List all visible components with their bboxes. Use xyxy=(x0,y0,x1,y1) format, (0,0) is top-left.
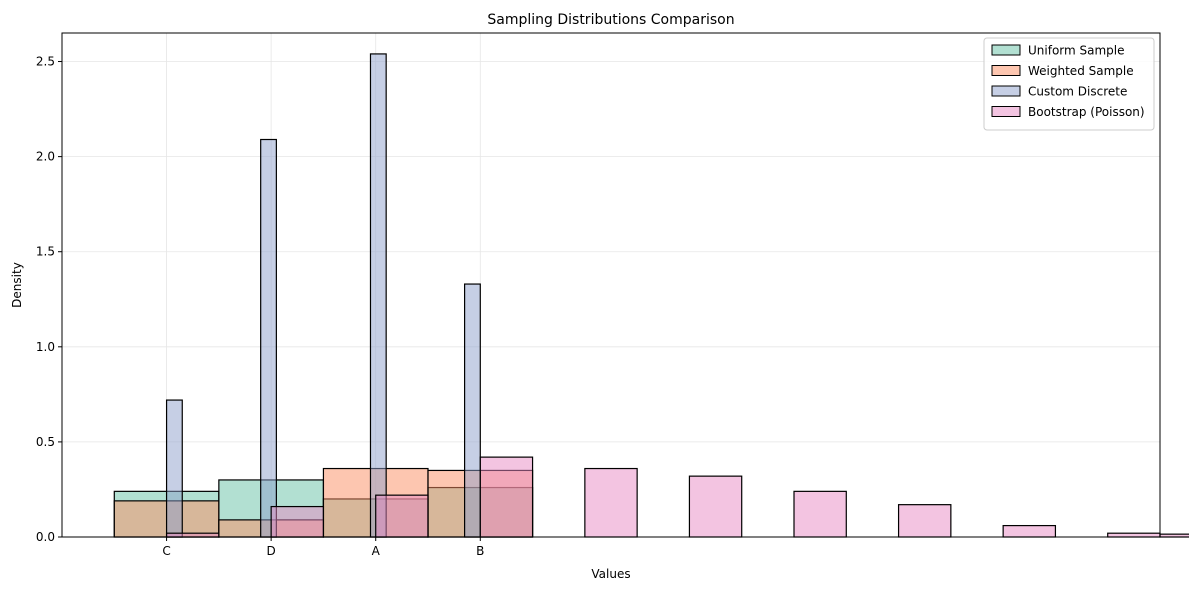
legend-label: Weighted Sample xyxy=(1028,64,1134,78)
histogram-bar xyxy=(688,475,743,538)
x-axis-label: Values xyxy=(591,567,630,581)
y-tick-label: 0.0 xyxy=(36,530,55,544)
histogram-bar xyxy=(793,490,847,538)
legend-swatch xyxy=(991,85,1021,97)
y-tick-label: 2.0 xyxy=(36,150,55,164)
histogram-bar xyxy=(270,505,325,538)
histogram-bar xyxy=(260,138,277,538)
y-tick-label: 1.5 xyxy=(36,245,55,259)
legend-label: Bootstrap (Poisson) xyxy=(1028,105,1145,119)
y-tick-label: 1.0 xyxy=(36,340,55,354)
y-axis-ticks: 0.0 0.5 1.0 1.5 2.0 2.5 xyxy=(36,55,62,544)
histogram-bar xyxy=(584,467,638,538)
legend-swatch xyxy=(991,65,1021,76)
x-tick-label: D xyxy=(267,544,276,558)
legend: Uniform Sample Weighted Sample Custom Disc… xyxy=(983,37,1155,131)
histogram-bar xyxy=(165,399,183,538)
series-custom-discrete xyxy=(165,53,481,538)
x-tick-label: C xyxy=(162,544,170,558)
legend-label: Custom Discrete xyxy=(1028,85,1127,99)
legend-label: Uniform Sample xyxy=(1028,44,1125,58)
series-bootstrap-poisson xyxy=(165,456,1189,538)
legend-box xyxy=(983,37,1155,131)
x-tick-label: A xyxy=(372,544,381,558)
histogram-bar xyxy=(897,504,952,538)
y-tick-label: 0.5 xyxy=(36,435,55,449)
histogram-bar xyxy=(479,456,534,538)
x-tick-label: B xyxy=(476,544,484,558)
legend-swatch xyxy=(991,106,1021,117)
histogram-bar xyxy=(369,53,387,538)
plot-frame xyxy=(61,32,1161,538)
histogram-bar xyxy=(1107,532,1161,538)
histogram-bar xyxy=(165,532,220,538)
legend-swatch xyxy=(991,44,1021,56)
chart-title: Sampling Distributions Comparison xyxy=(487,12,734,28)
histogram-bar xyxy=(375,494,429,538)
y-tick-label: 2.5 xyxy=(36,55,55,69)
y-axis-label: Density xyxy=(10,262,24,308)
histogram-bar xyxy=(1002,524,1057,538)
histogram-bar xyxy=(1159,533,1189,538)
histogram-bar xyxy=(464,283,481,538)
